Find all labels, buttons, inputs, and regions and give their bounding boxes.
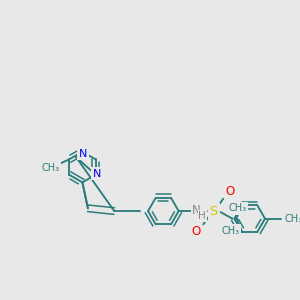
Text: H: H: [199, 211, 206, 221]
Text: N: N: [79, 148, 88, 159]
Text: N: N: [192, 204, 201, 217]
Text: CH₃: CH₃: [228, 203, 246, 213]
Text: CH₃: CH₃: [284, 214, 300, 224]
Text: S: S: [209, 205, 218, 218]
Text: CH₃: CH₃: [222, 226, 240, 236]
Text: CH₃: CH₃: [41, 163, 59, 173]
Text: N: N: [92, 169, 101, 179]
Text: O: O: [225, 185, 234, 198]
Text: O: O: [191, 225, 200, 239]
